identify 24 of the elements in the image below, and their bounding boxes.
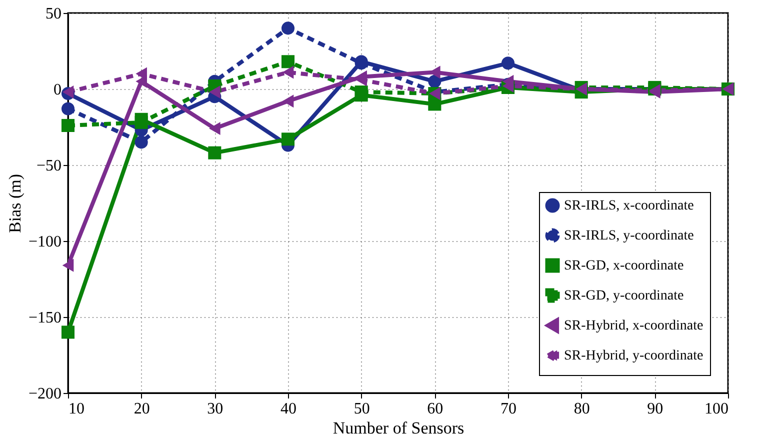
y-tick-label: −100 xyxy=(28,234,62,250)
x-axis-title: Number of Sensors xyxy=(332,418,464,434)
x-tick-label: 30 xyxy=(207,400,224,418)
legend-label: SR-Hybrid, x-coordinate xyxy=(564,318,704,334)
x-tick-label: 50 xyxy=(354,400,370,418)
x-tick-label: 20 xyxy=(134,400,150,418)
legend-label: SR-IRLS, x-coordinate xyxy=(564,198,694,214)
legend-label: SR-IRLS, y-coordinate xyxy=(564,228,694,244)
x-tick-label: 70 xyxy=(500,400,516,418)
x-tick-label: 90 xyxy=(647,400,664,418)
legend-label: SR-GD, x-coordinate xyxy=(564,258,684,274)
legend-label: SR-Hybrid, y-coordinate xyxy=(564,348,704,364)
y-tick-label: −200 xyxy=(28,386,62,402)
x-tick-label: 60 xyxy=(427,400,444,418)
y-axis-title: Bias (m) xyxy=(5,174,24,234)
x-tick-label: 40 xyxy=(280,400,296,418)
x-tick-label: 80 xyxy=(574,400,590,418)
y-tick-label: 0 xyxy=(54,82,62,98)
x-tick-label: 100 xyxy=(704,400,728,418)
x-tick-label: 10 xyxy=(68,400,84,418)
y-tick-label: 50 xyxy=(46,6,62,22)
legend-label: SR-GD, y-coordinate xyxy=(564,288,684,304)
y-tick-label: −50 xyxy=(36,158,62,174)
y-tick-label: −150 xyxy=(28,310,62,326)
